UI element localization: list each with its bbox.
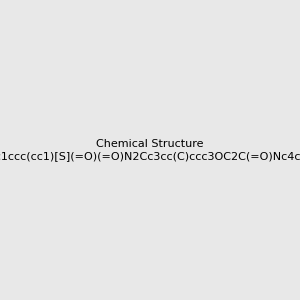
Text: Chemical Structure
Cc1ccc(cc1)[S](=O)(=O)N2Cc3cc(C)ccc3OC2C(=O)Nc4ccc: Chemical Structure Cc1ccc(cc1)[S](=O)(=O… (0, 139, 300, 161)
